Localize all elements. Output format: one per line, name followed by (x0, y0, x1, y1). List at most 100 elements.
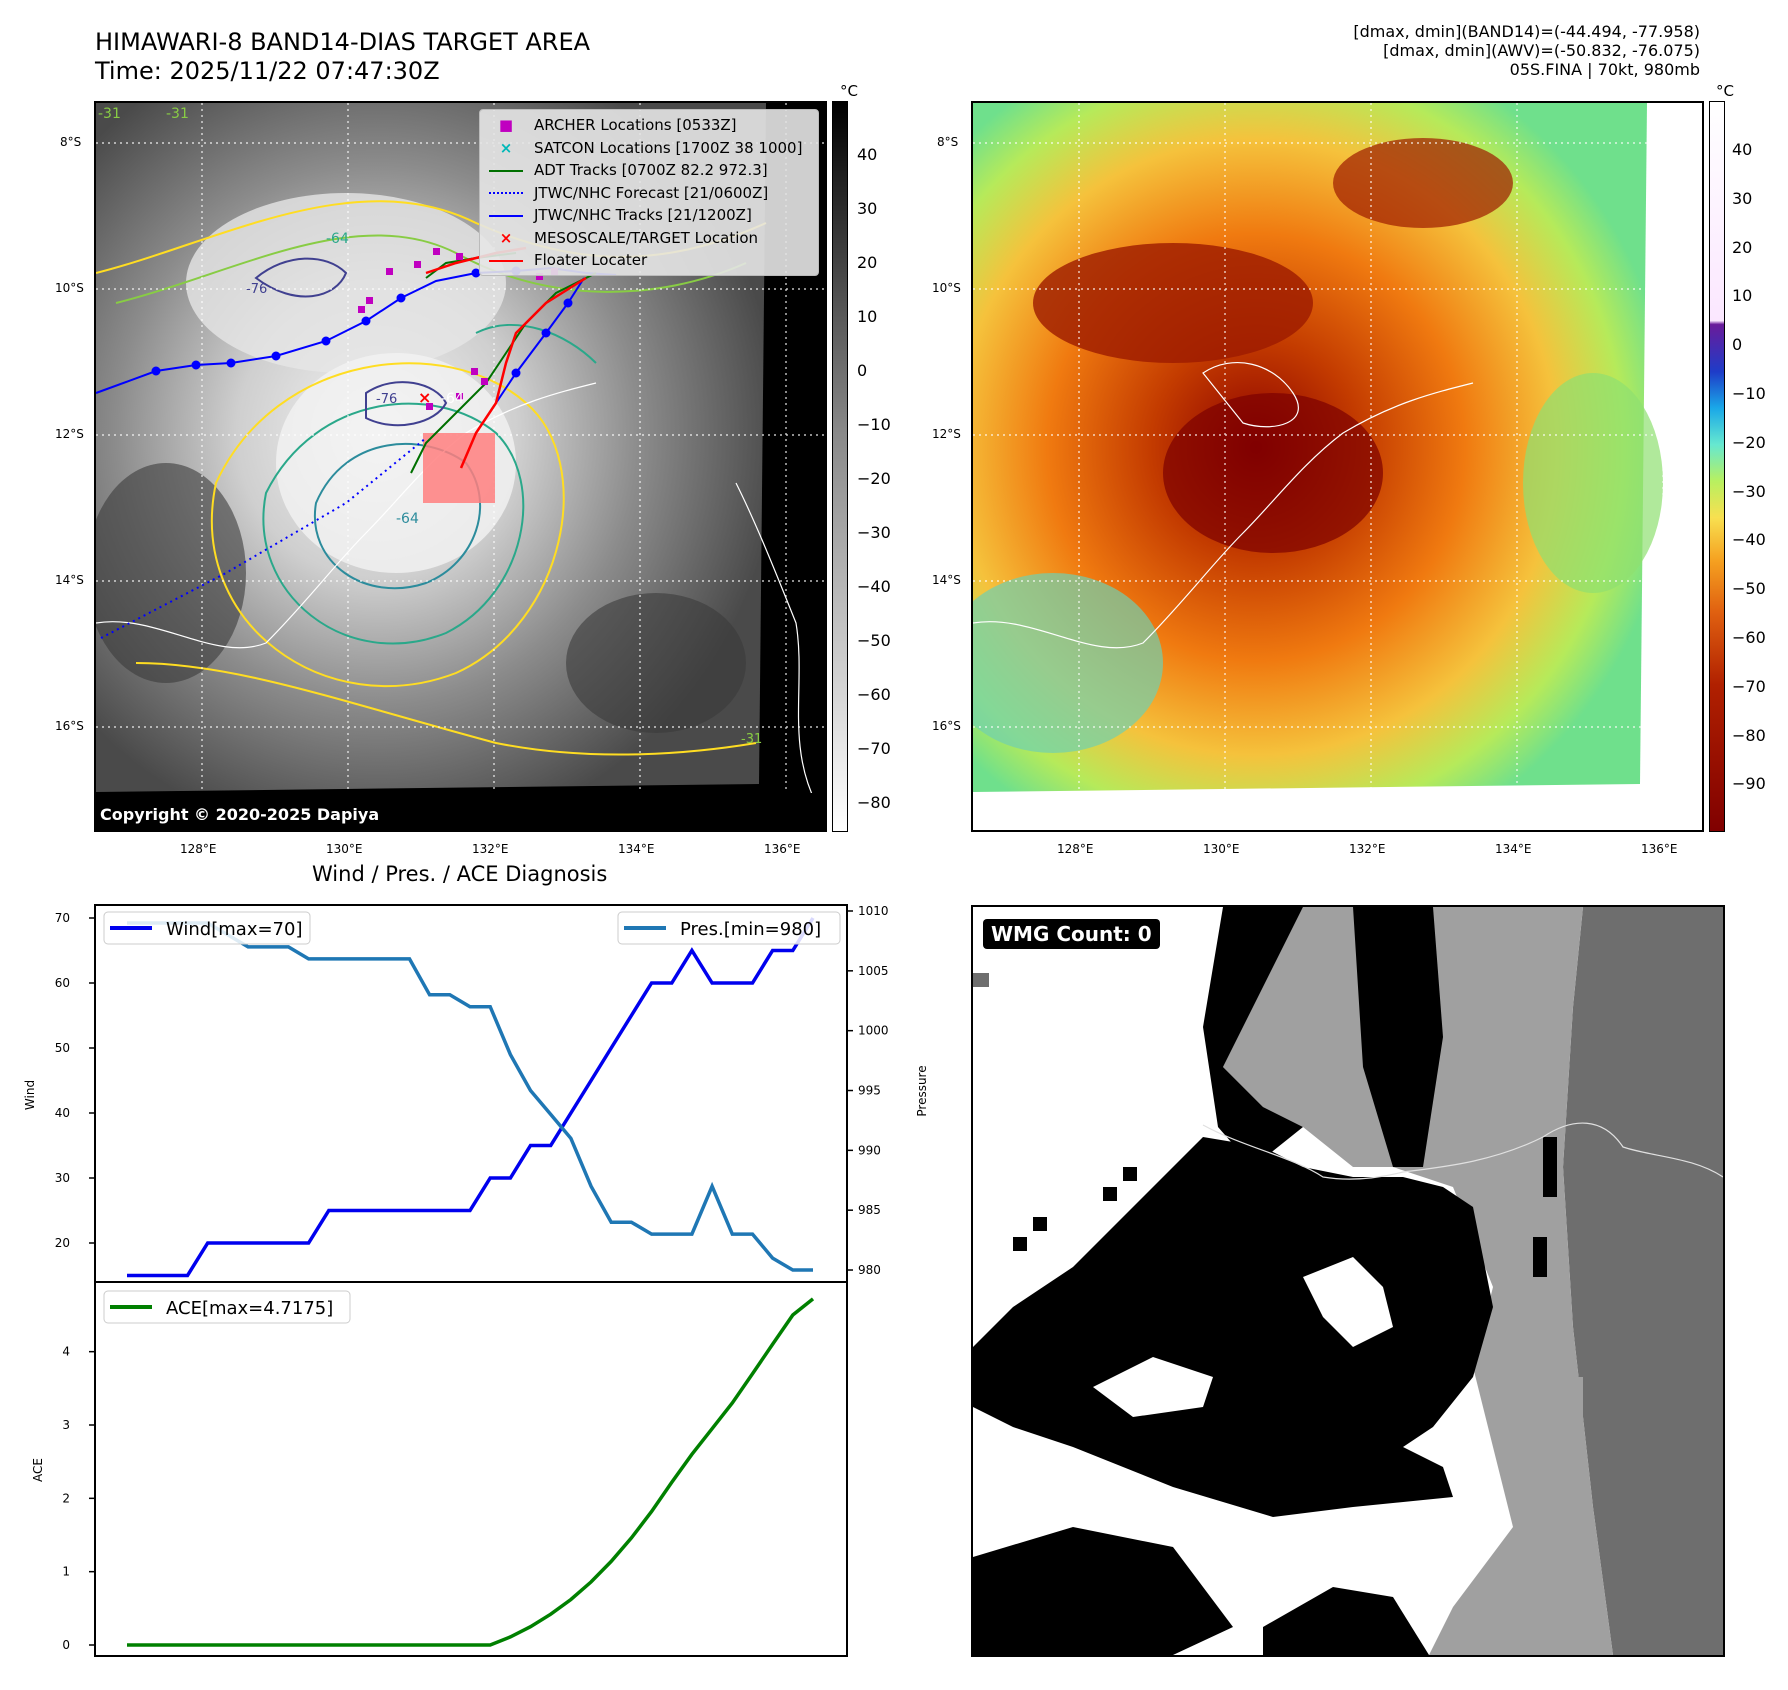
wind-pressure-frame (94, 904, 848, 1283)
contour-label: -31 (98, 106, 121, 122)
colorbar-tick-label: −70 (1732, 676, 1766, 696)
lat-label: 8°S (60, 135, 82, 149)
ace-legend-label: ACE[max=4.7175] (166, 1298, 333, 1319)
colorbar-tick-label: −20 (857, 469, 891, 488)
band14-range: [dmax, dmin](BAND14)=(-44.494, -77.958) (1353, 22, 1700, 41)
wmg-classification-map (973, 907, 1723, 1655)
title-line-1: HIMAWARI-8 BAND14-DIAS TARGET AREA (95, 28, 591, 56)
colorbar-tick-label: −10 (1732, 384, 1766, 403)
awv-range: [dmax, dmin](AWV)=(-50.832, -76.075) (1383, 41, 1700, 60)
lat-label: 14°S (55, 573, 84, 587)
legend-symbol-icon (486, 184, 526, 202)
wind-legend: Wind[max=70] (103, 911, 311, 945)
legend-label: ADT Tracks [0700Z 82.2 972.3] (534, 161, 768, 180)
legend-item: × SATCON Locations [1700Z 38 1000] (486, 137, 812, 160)
colorbar-tick-label: −20 (1732, 432, 1766, 452)
ace-frame (94, 1281, 848, 1657)
legend-symbol-icon (486, 161, 526, 179)
wmg-panel: WMG Count: 0 (971, 905, 1725, 1657)
contour-label: -76 (246, 282, 267, 297)
lat-label: 16°S (932, 719, 961, 733)
axis-tick-label: 4 (62, 1345, 70, 1359)
colorbar-tick-label: −80 (857, 793, 891, 812)
lat-label: 14°S (932, 573, 961, 587)
contour-label: -64 (396, 511, 419, 527)
pressure-legend-label: Pres.[min=980] (680, 919, 821, 940)
gray-colorbar-unit: °C (840, 82, 858, 100)
ir-map-panel: × -31 -31 -64 -64 -64 -76 -76 -31 Copyri… (94, 101, 827, 832)
lon-label: 128°E (180, 842, 217, 856)
axis-tick-label: 1000 (858, 1024, 889, 1038)
colorbar-tick-label: −60 (1732, 628, 1766, 647)
lon-label: 132°E (1349, 842, 1386, 856)
diagnosis-title: Wind / Pres. / ACE Diagnosis (312, 862, 608, 886)
colorbar-tick-label: 40 (1732, 140, 1753, 159)
lon-label: 136°E (764, 842, 801, 856)
axis-tick-label: 1 (62, 1565, 70, 1579)
axis-tick-label: 1005 (858, 964, 889, 978)
colorbar-tick-label: 20 (857, 253, 878, 272)
ace-axis-label: ACE (31, 1458, 45, 1482)
contour-label: -76 (376, 392, 397, 407)
lon-label: 134°E (618, 842, 655, 856)
lon-label: 136°E (1641, 842, 1678, 856)
axis-tick-label: 20 (55, 1236, 70, 1250)
svg-text:×: × (418, 388, 431, 407)
legend-item: JTWC/NHC Tracks [21/1200Z] (486, 204, 812, 227)
colorbar-tick-label: 0 (857, 361, 868, 380)
lat-label: 8°S (937, 135, 959, 149)
axis-tick-label: 1010 (858, 904, 889, 918)
legend-label: ARCHER Locations [0533Z] (534, 116, 737, 135)
pressure-legend: Pres.[min=980] (617, 911, 841, 945)
legend-symbol-icon: × (499, 138, 513, 157)
ace-series-line (127, 1297, 815, 1647)
colorbar-tick-label: −50 (1732, 579, 1766, 599)
lon-label: 132°E (472, 842, 509, 856)
legend-label: JTWC/NHC Tracks [21/1200Z] (534, 206, 752, 225)
wmg-count-badge: WMG Count: 0 (983, 919, 1160, 949)
awv-map (973, 103, 1702, 830)
colorbar-tick-label: −80 (1732, 725, 1766, 745)
storm-id: 05S.FINA | 70kt, 980mb (1509, 60, 1700, 79)
colorbar-tick-label: −60 (857, 685, 891, 704)
legend-symbol-icon: × (499, 228, 513, 247)
colorbar-tick-label: 20 (1732, 237, 1753, 257)
axis-tick-label: 2 (62, 1491, 70, 1505)
axis-tick-label: 990 (858, 1143, 881, 1157)
colorbar-tick-label: −30 (857, 523, 891, 542)
ace-legend: ACE[max=4.7175] (103, 1290, 351, 1324)
axis-tick-label: 995 (858, 1084, 881, 1098)
lat-label: 10°S (932, 281, 961, 295)
pressure-axis-label: Pressure (915, 1065, 929, 1116)
axis-tick-label: 70 (55, 911, 70, 925)
legend-item: ADT Tracks [0700Z 82.2 972.3] (486, 159, 812, 182)
wind-legend-label: Wind[max=70] (166, 919, 303, 940)
legend-item: × MESOSCALE/TARGET Location (486, 227, 812, 250)
lon-label: 134°E (1495, 842, 1532, 856)
axis-tick-label: 0 (62, 1638, 70, 1652)
intensity-summary: [dmax, dmin](BAND14)=(-44.494, -77.958) … (1353, 22, 1700, 79)
legend-label: MESOSCALE/TARGET Location (534, 228, 759, 247)
legend-rows: ■ ARCHER Locations [0533Z] × SATCON Locatio… (486, 114, 812, 272)
lat-label: 12°S (55, 427, 84, 441)
diagnosis-chart: 20 30 40 50 60 70 980 985 990 995 1000 1005 1010 0 1… (23, 904, 929, 1657)
colorbar-tick-label: 30 (857, 199, 878, 218)
contour-label: -64 (326, 231, 349, 247)
legend-item: ■ ARCHER Locations [0533Z] (486, 114, 812, 137)
contour-label: -31 (741, 732, 762, 747)
color-colorbar (1709, 101, 1725, 832)
contour-label: -31 (166, 106, 189, 122)
lat-label: 16°S (55, 719, 84, 733)
axis-tick-label: 985 (858, 1203, 881, 1217)
colorbar-tick-label: −40 (857, 577, 891, 596)
pressure-series-line (127, 921, 813, 1272)
colorbar-tick-label: −90 (1732, 774, 1766, 794)
colorbar-tick-label: 10 (857, 307, 878, 326)
legend-label: Floater Locater (534, 251, 648, 270)
color-colorbar-unit: °C (1716, 82, 1734, 100)
colorbar-tick-label: 40 (857, 145, 878, 164)
lat-label: 10°S (55, 281, 84, 295)
wind-series-line (127, 917, 815, 1278)
colorbar-tick-label: −70 (857, 739, 891, 758)
copyright: Copyright © 2020-2025 Dapiya (100, 805, 379, 824)
